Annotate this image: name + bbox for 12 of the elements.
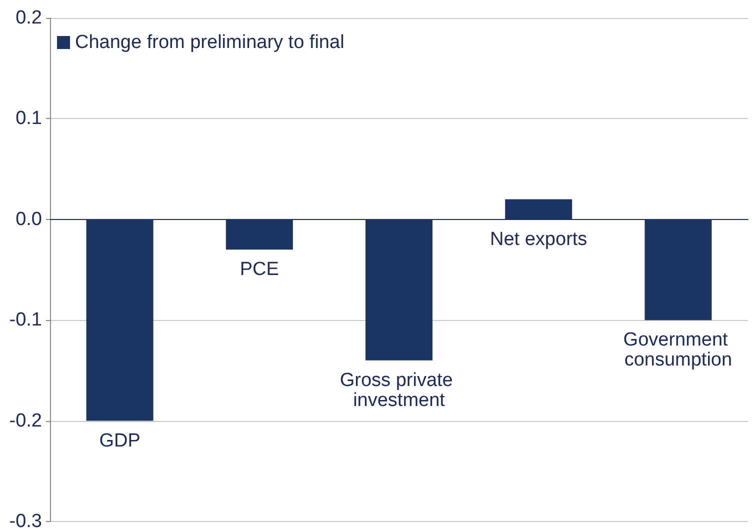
- y-tick-label: 0.2: [16, 8, 42, 28]
- y-tick-label: -0.2: [9, 410, 42, 432]
- y-tick-label: -0.3: [9, 511, 42, 531]
- legend-label: Change from preliminary to final: [75, 32, 344, 53]
- y-tick-label: 0.0: [16, 208, 42, 230]
- y-tick-label: 0.1: [16, 108, 42, 130]
- x-tick-label: Government consumption: [623, 330, 734, 371]
- x-tick-label: PCE: [240, 259, 279, 280]
- x-tick-label: GDP: [99, 430, 140, 452]
- y-tick-label: -0.1: [9, 310, 42, 331]
- x-tick-label: Gross private investment: [340, 370, 458, 411]
- x-tick-label: Net exports: [490, 228, 588, 250]
